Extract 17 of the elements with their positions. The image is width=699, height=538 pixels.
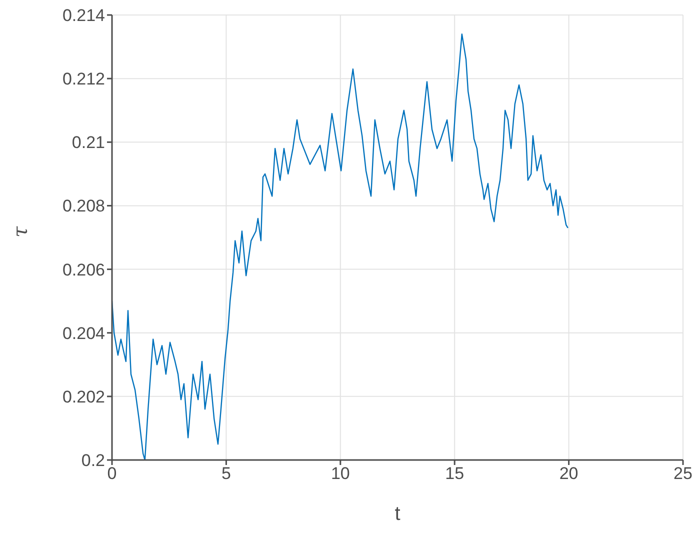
x-tick-label: 25	[674, 464, 692, 484]
y-tick-label: 0.212	[62, 70, 105, 89]
x-tick-label: 0	[107, 464, 117, 484]
x-tick-label: 20	[559, 464, 578, 484]
y-tick-label: 0.214	[62, 6, 105, 26]
x-axis-title: t	[394, 503, 401, 525]
y-tick-label: 0.2	[81, 451, 105, 470]
y-tick-label: 0.21	[72, 133, 105, 152]
x-tick-label: 5	[221, 464, 231, 484]
x-tick-label: 15	[445, 464, 464, 484]
x-tick-label: 10	[330, 464, 350, 484]
y-tick-label: 0.206	[62, 260, 105, 280]
y-axis-title: τ	[8, 226, 32, 238]
line-series	[112, 33, 568, 460]
y-tick-label: 0.204	[62, 324, 105, 343]
y-tick-label: 0.202	[62, 387, 105, 406]
y-tick-label: 0.208	[62, 196, 105, 216]
